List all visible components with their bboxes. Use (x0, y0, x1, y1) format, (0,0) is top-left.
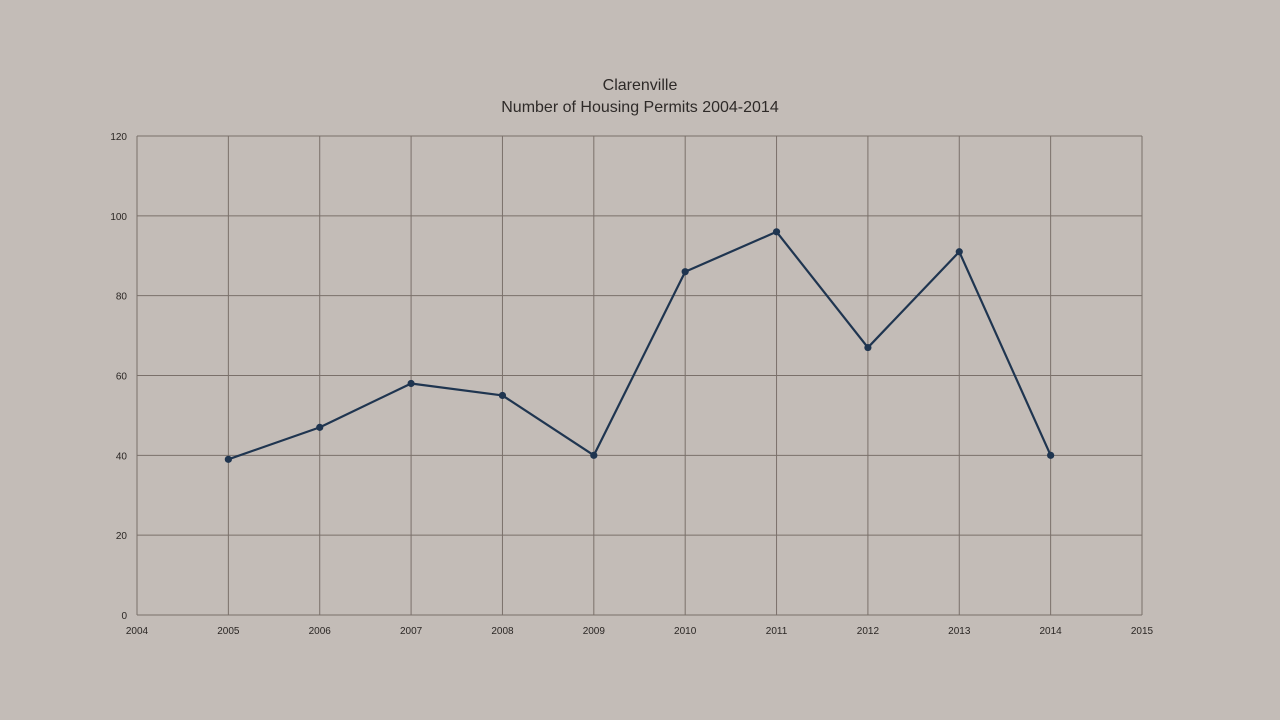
data-point-marker (772, 228, 781, 236)
x-tick-label: 2014 (1040, 626, 1063, 637)
data-point-marker (407, 379, 415, 388)
y-tick-label: 40 (116, 451, 128, 462)
chart-title: Clarenville (602, 77, 678, 94)
x-axis-ticks: 2004 2005 2006 2007 2008 2009 2010 2011 2012 2013… (126, 626, 1154, 637)
y-tick-label: 0 (121, 611, 127, 622)
x-tick-label: 2008 (491, 626, 514, 637)
data-point-marker (498, 391, 507, 400)
x-tick-label: 2005 (217, 626, 240, 637)
data-point-marker (864, 343, 872, 352)
y-tick-label: 20 (116, 531, 128, 542)
chart-subtitle: Number of Housing Permits 2004-2014 (501, 99, 779, 116)
y-tick-label: 80 (116, 292, 128, 303)
data-point-marker (955, 248, 963, 256)
grid-lines (136, 135, 1143, 616)
data-point-marker (224, 455, 232, 463)
y-tick-label: 120 (110, 132, 127, 143)
y-axis-ticks: 0 20 40 60 80 100 120 (110, 132, 127, 622)
data-point-marker (590, 451, 598, 459)
series-line (228, 230, 1052, 461)
data-point-marker (1047, 451, 1055, 459)
x-tick-label: 2006 (309, 626, 332, 637)
data-point-marker (316, 423, 324, 431)
x-tick-label: 2012 (857, 626, 880, 637)
x-tick-label: 2011 (766, 626, 788, 637)
x-tick-label: 2004 (126, 626, 149, 637)
x-tick-label: 2013 (948, 626, 971, 637)
data-series (224, 228, 1055, 463)
x-tick-label: 2010 (674, 626, 697, 637)
x-tick-label: 2009 (583, 626, 606, 637)
y-tick-label: 100 (110, 212, 127, 223)
x-tick-label: 2007 (400, 626, 423, 637)
data-point-marker (681, 268, 689, 276)
x-tick-label: 2015 (1131, 626, 1154, 637)
y-tick-label: 60 (116, 372, 128, 383)
